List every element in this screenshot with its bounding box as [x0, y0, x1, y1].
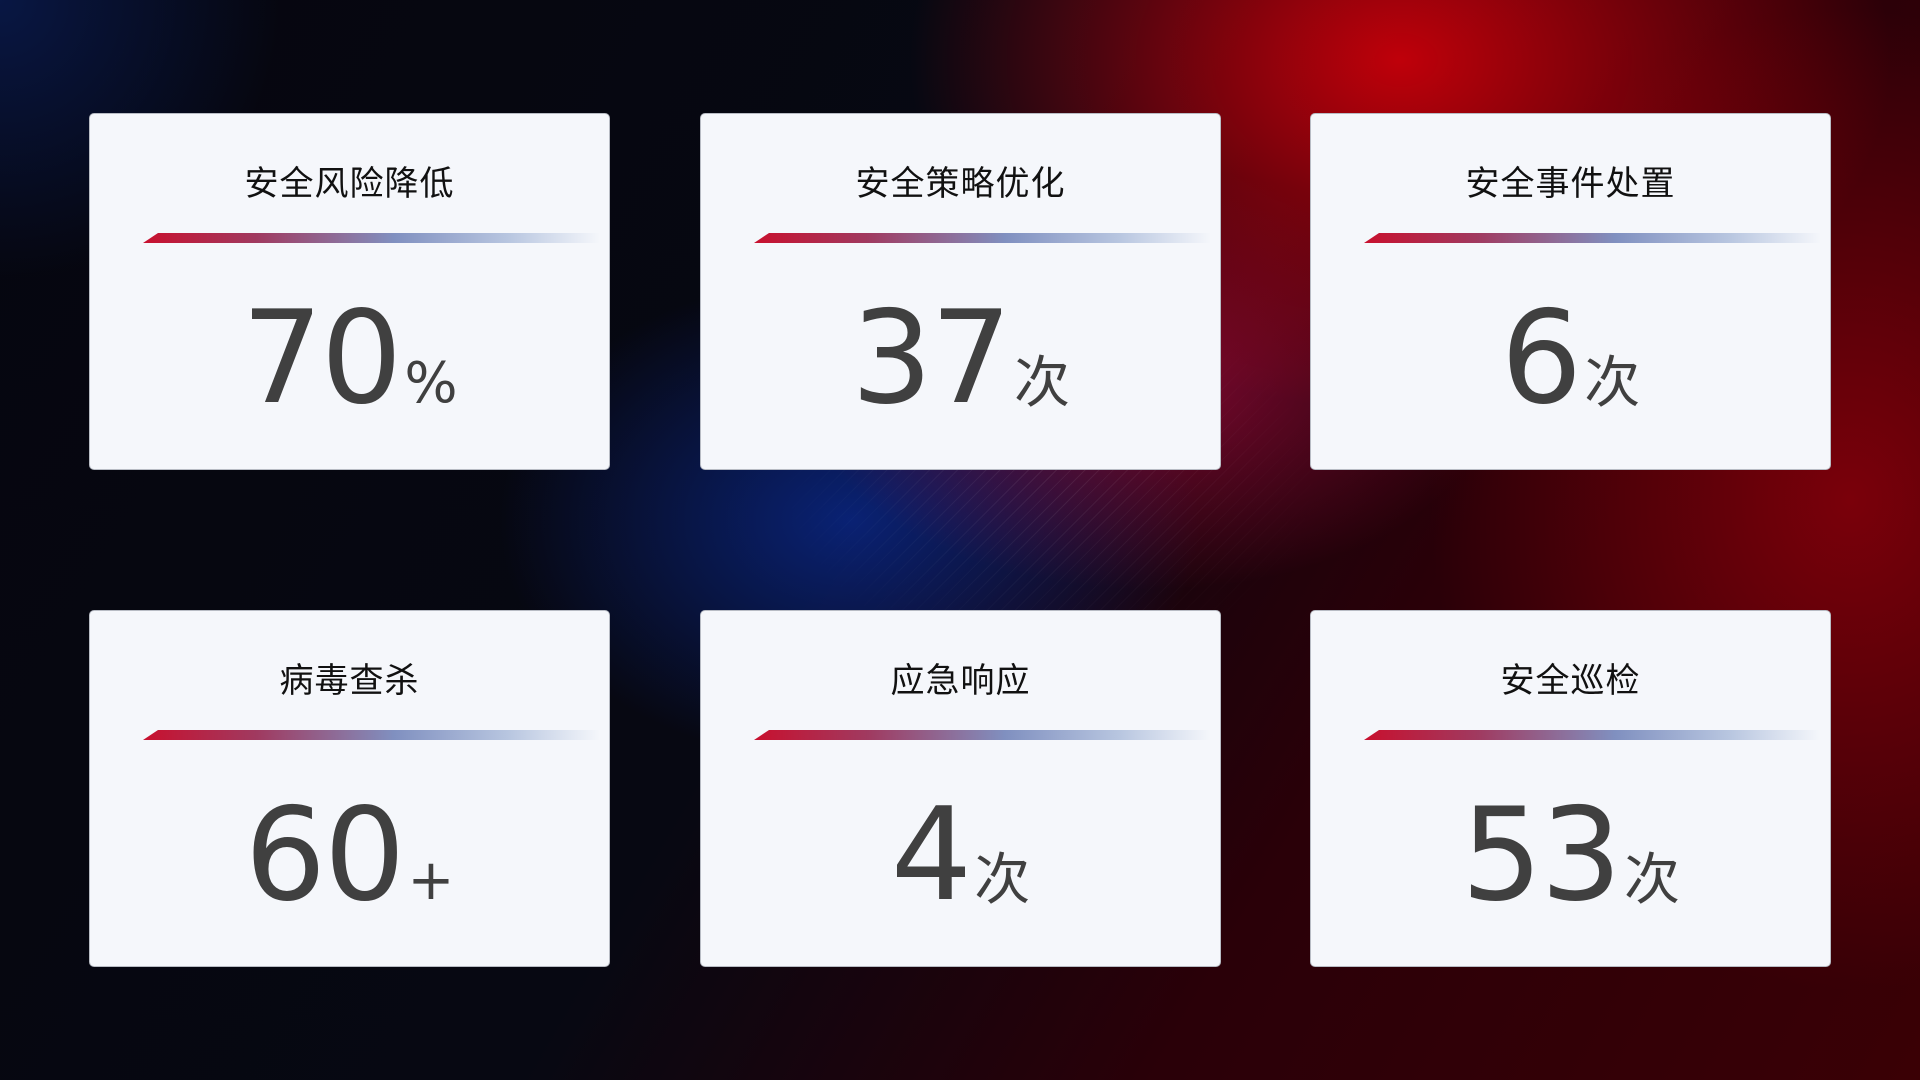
stat-card-incident-handling: 安全事件处置 6次 — [1310, 113, 1831, 470]
card-title: 应急响应 — [890, 661, 1031, 701]
stat-card-policy-optimization: 安全策略优化 37次 — [700, 113, 1221, 470]
value-unit: 次 — [1013, 351, 1070, 416]
card-title: 病毒查杀 — [279, 661, 420, 701]
gradient-divider — [754, 730, 1211, 740]
card-value: 6次 — [1311, 284, 1830, 433]
card-title: 安全风险降低 — [244, 164, 455, 204]
gradient-divider — [1364, 730, 1821, 740]
stat-card-emergency-response: 应急响应 4次 — [700, 610, 1221, 967]
card-title: 安全巡检 — [1500, 661, 1641, 701]
value-unit: 次 — [1623, 848, 1680, 913]
value-unit: % — [404, 351, 458, 416]
gradient-divider — [143, 233, 600, 243]
stat-card-virus-removal: 病毒查杀 60+ — [89, 610, 610, 967]
card-title: 安全事件处置 — [1465, 164, 1676, 204]
stat-card-security-inspection: 安全巡检 53次 — [1310, 610, 1831, 967]
value-number: 6 — [1500, 284, 1582, 433]
value-number: 37 — [851, 284, 1012, 433]
value-unit: + — [407, 848, 455, 913]
card-value: 70% — [90, 284, 609, 433]
value-number: 53 — [1461, 781, 1622, 930]
gradient-divider — [1364, 233, 1821, 243]
card-value: 37次 — [701, 284, 1220, 433]
gradient-divider — [143, 730, 600, 740]
card-value: 53次 — [1311, 781, 1830, 930]
value-number: 4 — [890, 781, 972, 930]
gradient-divider — [754, 233, 1211, 243]
value-unit: 次 — [974, 848, 1031, 913]
stat-card-risk-reduction: 安全风险降低 70% — [89, 113, 610, 470]
value-number: 60 — [244, 781, 406, 930]
value-number: 70 — [241, 284, 402, 433]
card-value: 4次 — [701, 781, 1220, 930]
card-title: 安全策略优化 — [855, 164, 1066, 204]
value-unit: 次 — [1584, 351, 1641, 416]
card-value: 60+ — [90, 781, 609, 930]
